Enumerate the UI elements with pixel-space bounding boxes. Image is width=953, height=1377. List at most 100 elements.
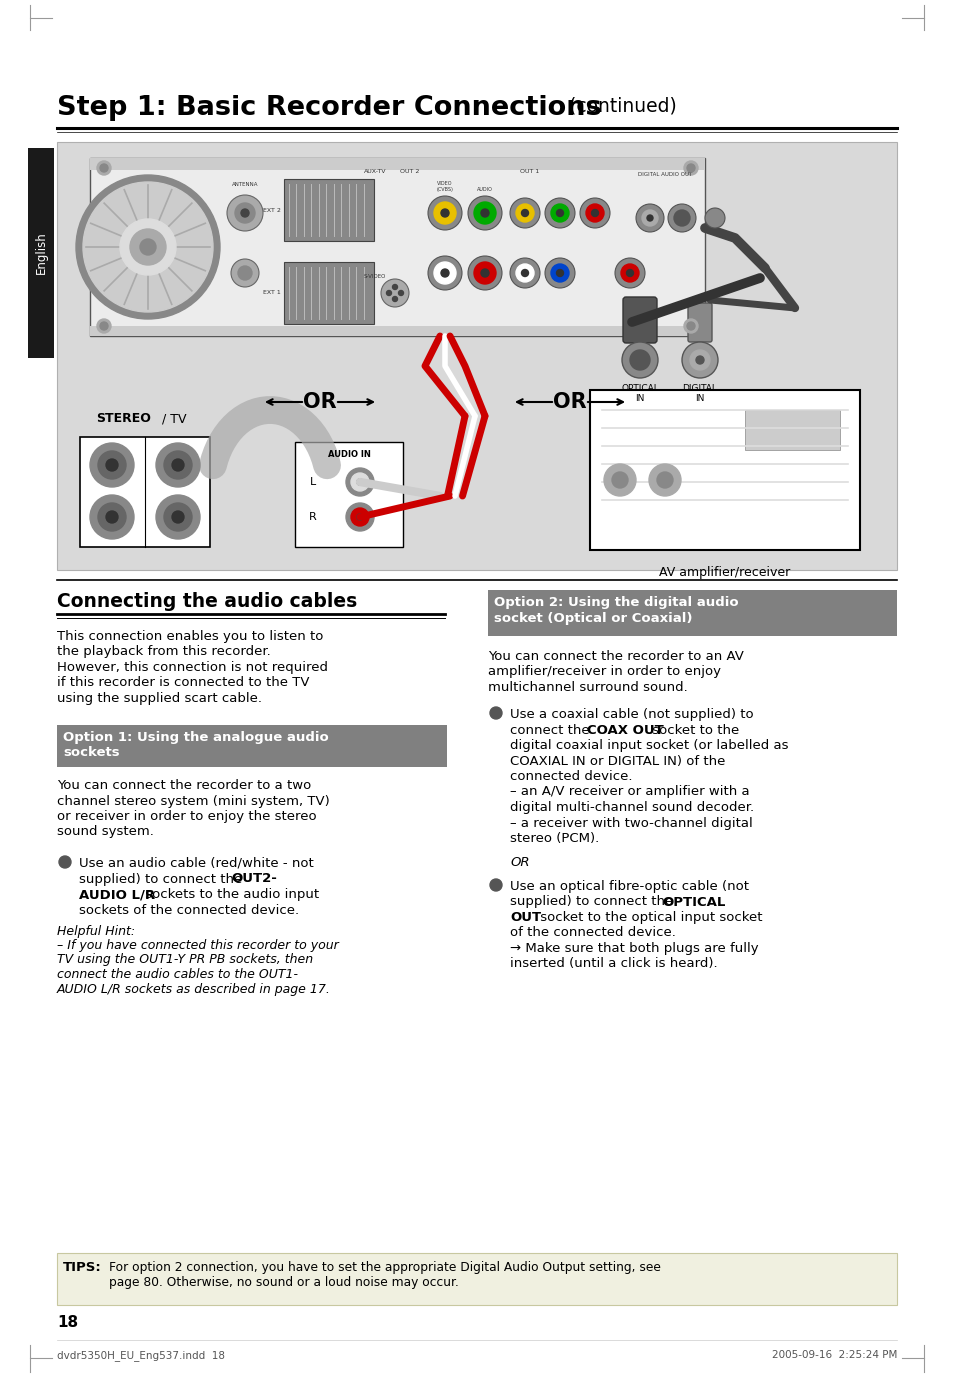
Circle shape <box>641 211 658 226</box>
Text: OUT 1: OUT 1 <box>519 169 539 174</box>
Text: Use an optical fibre-optic cable (not: Use an optical fibre-optic cable (not <box>510 880 748 894</box>
Circle shape <box>98 503 126 532</box>
Circle shape <box>440 269 449 277</box>
Text: AUDIO L/R: AUDIO L/R <box>79 888 155 901</box>
Circle shape <box>392 285 397 289</box>
Text: sockets: sockets <box>63 746 119 759</box>
Text: OPTICAL
IN: OPTICAL IN <box>620 384 659 403</box>
Circle shape <box>521 270 528 277</box>
Circle shape <box>237 266 252 280</box>
Text: supplied) to connect the: supplied) to connect the <box>79 873 246 885</box>
Circle shape <box>626 270 633 277</box>
Circle shape <box>689 350 709 370</box>
Text: multichannel surround sound.: multichannel surround sound. <box>488 682 687 694</box>
Text: OR: OR <box>303 392 336 412</box>
Text: digital coaxial input socket (or labelled as: digital coaxial input socket (or labelle… <box>510 739 788 752</box>
Text: page 80. Otherwise, no sound or a loud noise may occur.: page 80. Otherwise, no sound or a loud n… <box>109 1276 458 1289</box>
Circle shape <box>90 494 133 538</box>
Text: AUX-TV: AUX-TV <box>363 169 386 174</box>
Circle shape <box>172 459 184 471</box>
Text: dvdr5350H_EU_Eng537.indd  18: dvdr5350H_EU_Eng537.indd 18 <box>57 1349 225 1360</box>
Circle shape <box>392 296 397 302</box>
Text: stereo (PCM).: stereo (PCM). <box>510 832 598 845</box>
Text: TIPS:: TIPS: <box>63 1261 102 1274</box>
Circle shape <box>468 256 501 291</box>
Circle shape <box>556 270 563 277</box>
Text: COAXIAL IN or DIGITAL IN) of the: COAXIAL IN or DIGITAL IN) of the <box>510 755 724 767</box>
Circle shape <box>106 511 118 523</box>
Circle shape <box>521 209 528 216</box>
Circle shape <box>667 204 696 231</box>
Text: – a receiver with two-channel digital: – a receiver with two-channel digital <box>510 817 752 829</box>
Text: For option 2 connection, you have to set the appropriate Digital Audio Output se: For option 2 connection, you have to set… <box>109 1261 660 1274</box>
Text: of the connected device.: of the connected device. <box>510 927 675 939</box>
Circle shape <box>83 182 213 313</box>
Text: supplied) to connect the: supplied) to connect the <box>510 895 677 909</box>
Text: DIGITAL AUDIO OUT: DIGITAL AUDIO OUT <box>638 172 691 178</box>
Circle shape <box>140 240 156 255</box>
Circle shape <box>474 202 496 224</box>
Text: digital multi-channel sound decoder.: digital multi-channel sound decoder. <box>510 801 753 814</box>
Bar <box>90 326 704 336</box>
Text: L: L <box>310 476 315 487</box>
Circle shape <box>516 264 534 282</box>
Text: if this recorder is connected to the TV: if this recorder is connected to the TV <box>57 676 309 690</box>
Circle shape <box>620 264 639 282</box>
Circle shape <box>683 161 698 175</box>
Circle shape <box>474 262 496 284</box>
Text: This connection enables you to listen to: This connection enables you to listen to <box>57 631 323 643</box>
Circle shape <box>490 879 501 891</box>
Circle shape <box>386 291 391 296</box>
Circle shape <box>164 503 192 532</box>
Circle shape <box>434 262 456 284</box>
FancyBboxPatch shape <box>284 262 374 324</box>
Text: Helpful Hint:: Helpful Hint: <box>57 925 135 938</box>
Circle shape <box>120 219 175 275</box>
Circle shape <box>97 161 111 175</box>
Circle shape <box>164 452 192 479</box>
Text: Option 2: Using the digital audio: Option 2: Using the digital audio <box>494 596 738 609</box>
Text: channel stereo system (mini system, TV): channel stereo system (mini system, TV) <box>57 795 330 807</box>
Bar <box>589 390 859 549</box>
Circle shape <box>380 280 409 307</box>
Text: OUT2-: OUT2- <box>231 873 276 885</box>
Circle shape <box>227 196 263 231</box>
Circle shape <box>551 264 568 282</box>
Circle shape <box>556 209 563 216</box>
Circle shape <box>434 202 456 224</box>
Text: EXT 1: EXT 1 <box>263 291 281 296</box>
Text: R: R <box>309 512 316 522</box>
Text: Option 1: Using the analogue audio: Option 1: Using the analogue audio <box>63 731 329 744</box>
Text: connect the: connect the <box>510 723 594 737</box>
Circle shape <box>97 319 111 333</box>
Text: 2005-09-16  2:25:24 PM: 2005-09-16 2:25:24 PM <box>771 1349 896 1360</box>
Bar <box>744 410 840 450</box>
Text: Connecting the audio cables: Connecting the audio cables <box>57 592 356 611</box>
Text: OUT: OUT <box>510 912 540 924</box>
Circle shape <box>704 208 724 229</box>
Circle shape <box>100 322 108 330</box>
Circle shape <box>585 204 603 222</box>
FancyBboxPatch shape <box>687 303 711 341</box>
Text: You can connect the recorder to an AV: You can connect the recorder to an AV <box>488 650 743 662</box>
Bar <box>80 437 210 547</box>
Circle shape <box>648 464 680 496</box>
Circle shape <box>440 209 449 218</box>
Circle shape <box>591 209 598 216</box>
Circle shape <box>130 229 166 264</box>
Text: ANTENNA: ANTENNA <box>232 182 258 187</box>
Bar <box>57 1253 896 1305</box>
Circle shape <box>621 341 658 379</box>
Circle shape <box>510 198 539 229</box>
Text: OR: OR <box>510 856 529 869</box>
Text: Use an audio cable (red/white - not: Use an audio cable (red/white - not <box>79 856 314 870</box>
Text: 18: 18 <box>57 1315 78 1330</box>
Circle shape <box>696 357 703 364</box>
Circle shape <box>241 209 249 218</box>
Text: S-VIDEO: S-VIDEO <box>363 274 386 280</box>
Circle shape <box>636 204 663 231</box>
Circle shape <box>351 508 369 526</box>
Text: → Make sure that both plugs are fully: → Make sure that both plugs are fully <box>510 942 758 956</box>
Text: You can connect the recorder to a two: You can connect the recorder to a two <box>57 779 311 792</box>
Text: COAX OUT: COAX OUT <box>586 723 663 737</box>
